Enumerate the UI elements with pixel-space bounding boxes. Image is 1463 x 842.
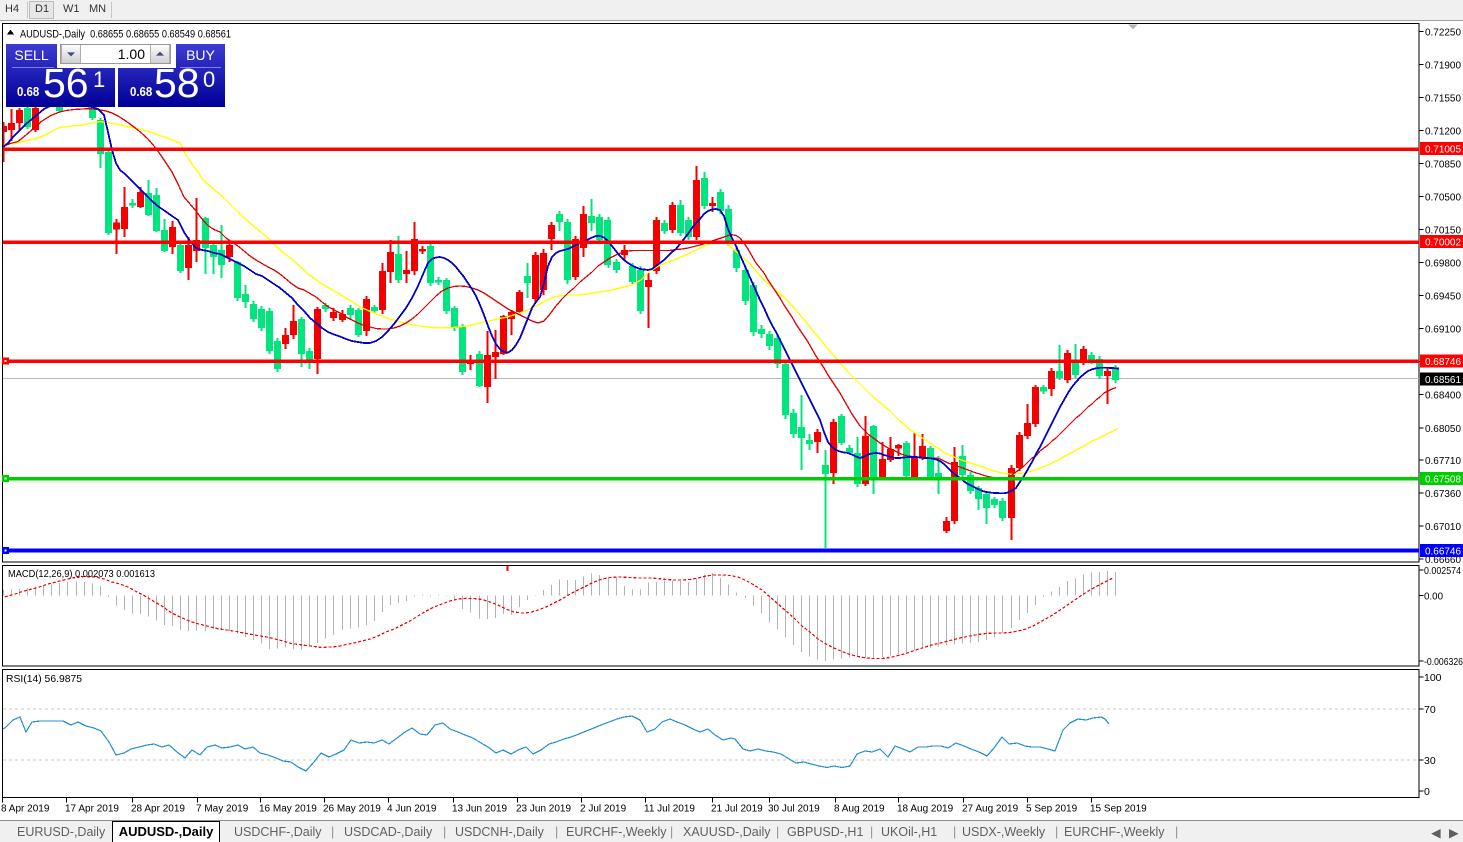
svg-text:5 Sep 2019: 5 Sep 2019 [1026,804,1078,815]
svg-text:16 May 2019: 16 May 2019 [259,804,317,815]
svg-text:MACD(12,26,9) 0.002073 0.00161: MACD(12,26,9) 0.002073 0.001613 [8,568,155,580]
svg-text:8 Aug 2019: 8 Aug 2019 [834,804,885,815]
svg-text:0.70002: 0.70002 [1425,237,1461,249]
svg-text:0: 0 [1424,786,1430,798]
svg-text:18 Aug 2019: 18 Aug 2019 [897,804,954,815]
svg-text:0.68561: 0.68561 [1425,374,1461,386]
svg-text:0.00: 0.00 [1424,591,1443,603]
svg-text:0.68050: 0.68050 [1425,423,1461,435]
svg-text:0.72250: 0.72250 [1425,26,1461,38]
svg-text:13 Jun 2019: 13 Jun 2019 [452,804,507,815]
svg-text:0.71200: 0.71200 [1425,125,1461,137]
svg-text:0.002574: 0.002574 [1424,565,1461,577]
svg-text:0.69450: 0.69450 [1425,291,1461,303]
svg-text:0.69800: 0.69800 [1425,258,1461,270]
svg-text:30: 30 [1424,755,1436,767]
svg-text:0.70150: 0.70150 [1425,225,1461,237]
svg-text:30 Jul 2019: 30 Jul 2019 [768,804,820,815]
svg-text:15 Sep 2019: 15 Sep 2019 [1090,804,1147,815]
svg-text:70: 70 [1424,704,1436,716]
svg-text:26 May 2019: 26 May 2019 [323,804,381,815]
svg-text:4 Jun 2019: 4 Jun 2019 [387,804,437,815]
svg-text:21 Jul 2019: 21 Jul 2019 [711,804,763,815]
svg-text:0.70850: 0.70850 [1425,159,1461,171]
svg-text:100: 100 [1424,672,1442,684]
svg-text:0.67710: 0.67710 [1425,455,1461,467]
svg-text:0.68400: 0.68400 [1425,390,1461,402]
svg-text:0.71900: 0.71900 [1425,59,1461,71]
svg-text:28 Apr 2019: 28 Apr 2019 [131,804,185,815]
svg-text:7 May 2019: 7 May 2019 [196,804,249,815]
svg-text:8 Apr 2019: 8 Apr 2019 [1,804,50,815]
svg-text:0.71550: 0.71550 [1425,92,1461,104]
svg-text:RSI(14) 56.9875: RSI(14) 56.9875 [6,673,82,685]
svg-text:2 Jul 2019: 2 Jul 2019 [580,804,627,815]
svg-text:17 Apr 2019: 17 Apr 2019 [65,804,119,815]
svg-text:0.70500: 0.70500 [1425,192,1461,204]
svg-text:0.67360: 0.67360 [1425,488,1461,500]
svg-text:0.71005: 0.71005 [1425,144,1461,156]
svg-text:23 Jun 2019: 23 Jun 2019 [516,804,571,815]
svg-text:0.68746: 0.68746 [1425,356,1461,368]
svg-text:11 Jul 2019: 11 Jul 2019 [644,804,695,815]
svg-text:0.67010: 0.67010 [1425,521,1461,533]
svg-text:AUDUSD-,Daily 0.68655 0.68655: AUDUSD-,Daily 0.68655 0.68655 0.68549 0.… [20,29,231,41]
svg-text:0.66746: 0.66746 [1425,546,1461,558]
svg-text:0.69100: 0.69100 [1425,324,1461,336]
svg-text:-0.006326: -0.006326 [1424,656,1463,668]
svg-text:0.67508: 0.67508 [1425,474,1461,486]
svg-text:27 Aug 2019: 27 Aug 2019 [962,804,1019,815]
